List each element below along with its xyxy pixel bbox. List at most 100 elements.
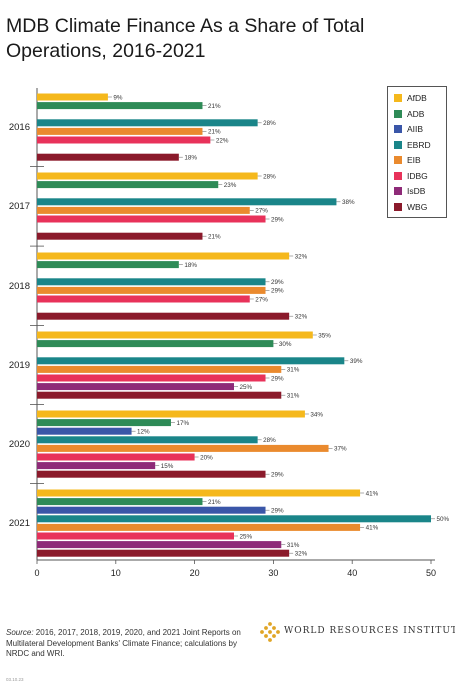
bar-isdb-2019 [37, 383, 234, 391]
bar-adb-2019 [37, 340, 274, 348]
bar-eib-2018 [37, 286, 266, 294]
legend-item-aiib: AIIB [394, 122, 423, 136]
legend-label: EIB [407, 155, 421, 165]
bar-afdb-2021 [37, 489, 361, 497]
wri-brand: WORLD RESOURCES INSTITUTE [260, 622, 455, 642]
data-label: 21% [208, 234, 221, 241]
legend-item-afdb: AfDB [394, 91, 427, 105]
data-label: 12% [137, 429, 150, 436]
data-label: 21% [208, 499, 221, 506]
wri-logo-dot [264, 634, 268, 638]
data-label: 25% [240, 384, 253, 391]
legend-item-wbg: WBG [394, 200, 427, 214]
bar-idbg-2021 [37, 532, 234, 540]
legend-label: AIIB [407, 124, 424, 134]
bar-wbg-2017 [37, 232, 203, 240]
data-label: 27% [255, 208, 268, 215]
wri-logo-dot [268, 638, 272, 642]
bar-chart: 9%21%28%21%22%18%201628%23%38%27%29%21%2… [9, 88, 450, 578]
legend-label: IsDB [407, 186, 426, 196]
bar-idbg-2017 [37, 215, 266, 223]
bar-idbg-2020 [37, 453, 195, 461]
data-label: 39% [350, 358, 363, 365]
data-label: 17% [176, 420, 189, 427]
legend-swatch [394, 109, 402, 118]
data-label: 29% [271, 288, 284, 295]
x-tick-label: 50 [426, 568, 436, 578]
bar-afdb-2018 [37, 252, 290, 260]
wri-logo-dot [276, 630, 280, 634]
bar-ebrd-2021 [37, 515, 431, 523]
bar-afdb-2017 [37, 172, 258, 180]
legend-item-eib: EIB [394, 153, 421, 167]
bar-aiib-2020 [37, 427, 132, 435]
bar-aiib-2021 [37, 506, 266, 514]
data-label: 32% [295, 314, 308, 321]
legend-swatch [394, 171, 402, 180]
legend-item-ebrd: EBRD [394, 138, 431, 152]
bar-afdb-2016 [37, 93, 108, 101]
x-tick-label: 20 [190, 568, 200, 578]
bar-adb-2020 [37, 419, 171, 427]
y-tick-label: 2020 [9, 439, 30, 450]
bar-wbg-2016 [37, 153, 179, 161]
data-label: 37% [334, 446, 347, 453]
chart-legend: AfDB ADB AIIB EBRD EIB IDBG IsDB WBG [387, 86, 447, 218]
legend-item-isdb: IsDB [394, 184, 425, 198]
source-label: Source: [6, 628, 34, 637]
bar-eib-2017 [37, 206, 250, 214]
source-note: Source: 2016, 2017, 2018, 2019, 2020, an… [6, 628, 256, 660]
data-label: 38% [342, 199, 355, 206]
data-label: 35% [318, 332, 331, 339]
data-label: 25% [240, 533, 253, 540]
data-label: 20% [200, 454, 213, 461]
bar-eib-2016 [37, 127, 203, 135]
legend-swatch [394, 94, 402, 102]
date-stamp: 03.10.23 [6, 677, 24, 682]
legend-swatch [394, 125, 402, 133]
data-label: 29% [271, 508, 284, 515]
wri-logo-dot [272, 634, 276, 638]
x-tick-label: 10 [111, 568, 121, 578]
data-label: 23% [224, 182, 237, 189]
data-label: 21% [208, 103, 221, 110]
bar-isdb-2021 [37, 541, 282, 549]
wri-logo-icon [260, 622, 280, 642]
bar-afdb-2020 [37, 410, 305, 418]
data-label: 28% [263, 173, 276, 180]
bar-idbg-2018 [37, 295, 250, 303]
y-tick-label: 2021 [9, 518, 30, 529]
data-label: 32% [295, 551, 308, 558]
legend-swatch [394, 140, 402, 149]
data-label: 41% [366, 490, 379, 497]
data-label: 31% [287, 393, 300, 400]
bar-wbg-2018 [37, 312, 290, 320]
wri-logo-dot [272, 626, 276, 630]
bar-isdb-2020 [37, 462, 156, 470]
bar-eib-2019 [37, 365, 282, 373]
bar-wbg-2019 [37, 391, 282, 399]
data-label: 29% [271, 279, 284, 286]
y-tick-label: 2016 [9, 122, 30, 133]
x-tick-label: 30 [268, 568, 278, 578]
x-tick-label: 40 [347, 568, 357, 578]
legend-label: WBG [407, 201, 428, 212]
bar-eib-2020 [37, 444, 329, 452]
legend-item-idbg: IDBG [394, 169, 428, 183]
y-tick-label: 2018 [9, 281, 30, 292]
data-label: 9% [113, 94, 123, 101]
data-label: 30% [279, 341, 292, 348]
data-label: 27% [255, 296, 268, 303]
data-label: 21% [208, 129, 221, 136]
bar-idbg-2016 [37, 136, 211, 144]
data-label: 29% [271, 375, 284, 382]
wri-logo-dot [268, 630, 272, 634]
bar-ebrd-2020 [37, 436, 258, 444]
bar-adb-2021 [37, 498, 203, 506]
bar-afdb-2019 [37, 331, 313, 339]
data-label: 15% [161, 463, 174, 470]
legend-label: EBRD [407, 139, 431, 150]
wri-logo-dot [268, 622, 272, 626]
bar-adb-2018 [37, 261, 179, 269]
data-label: 18% [184, 262, 197, 269]
